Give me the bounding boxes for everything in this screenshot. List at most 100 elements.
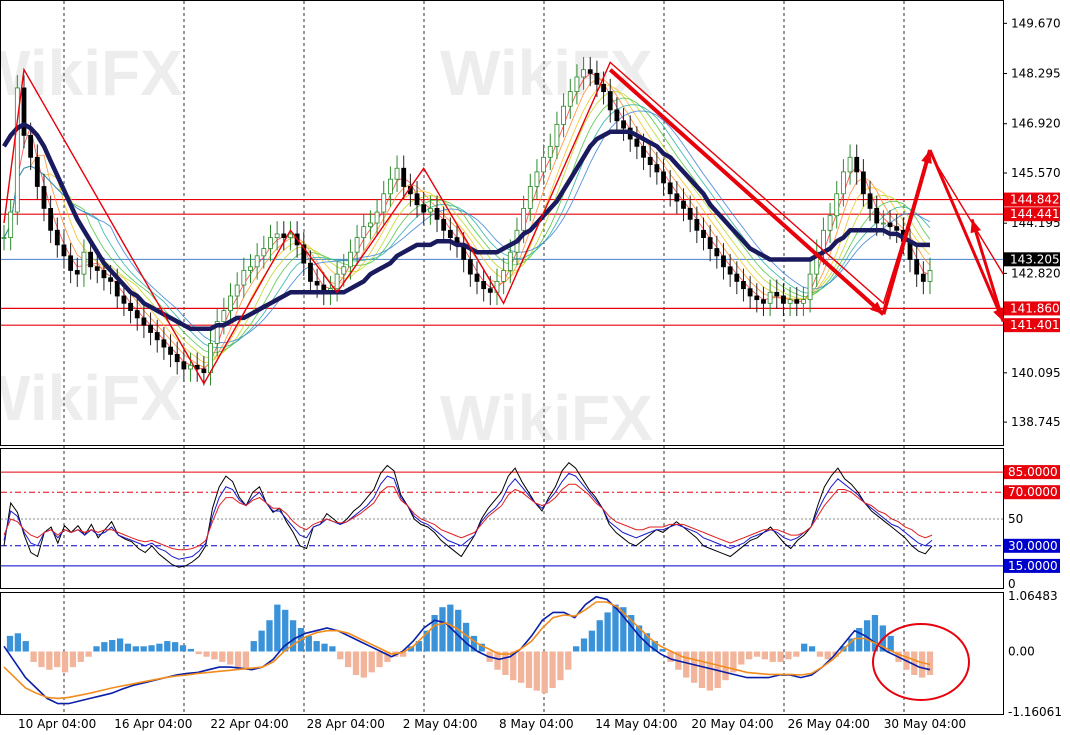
price-level-label: 144.842 [1010,193,1060,207]
macd-histogram-bar [282,609,289,652]
macd-histogram-bar [423,630,430,652]
macd-histogram-bar [439,607,446,652]
candle-body [381,193,387,213]
macd-histogram-bar [22,641,29,652]
macd-histogram-bar [93,646,100,652]
candle-body [474,273,480,282]
candle-body [174,353,180,363]
candle-body [108,277,113,282]
osc-level-badge [1004,485,1060,500]
candle-body [507,251,513,271]
osc-level-label: 70.0000 [1008,485,1058,499]
candle-body [707,237,713,249]
macd-tick-label: 1.06483 [1008,589,1058,603]
osc-level-label: 85.0000 [1008,465,1058,479]
macd-histogram-bar [683,651,690,678]
macd-histogram-bar [250,641,257,652]
candle-body [894,226,900,231]
candle-body [114,280,120,297]
macd-histogram-bar [462,622,470,652]
candle-body [547,145,553,158]
price-level-badge [1004,192,1060,207]
candle-body [168,346,173,355]
price-level-badge [1004,252,1060,267]
candle-body [121,295,127,304]
candle-body [641,145,646,158]
macd-histogram-bar [730,651,737,673]
candle-body [341,266,347,275]
macd-panel [3,595,970,705]
candle-body [281,233,287,238]
candle-body [28,134,34,158]
macd-histogram-bar [588,630,596,652]
candle-body [374,211,380,224]
osc-tick-label: 50 [1008,512,1023,526]
macd-histogram-bar [109,640,116,652]
macd-histogram-bar [659,648,666,652]
annotation-arrow [970,218,1005,322]
annotation-arrow [928,149,1005,323]
watermark-text: WikiFX [0,37,183,109]
macd-histogram-bar [793,651,800,657]
candle-body [334,273,340,290]
macd-histogram-bar [557,651,564,681]
candle-body [248,266,253,271]
candle-body [467,259,473,275]
annotation-arrowhead [970,219,981,234]
macd-histogram-bar [376,651,383,668]
osc-level-badge [1004,558,1060,573]
candle-body [361,226,367,238]
candle-body [421,204,427,213]
x-axis-label: 22 Apr 04:00 [210,717,288,731]
price-level-label: 144.441 [1010,207,1060,221]
macd-histogram-bar [321,643,328,652]
candle-body [521,207,527,231]
candle-body [541,156,547,173]
macd-histogram-bar [706,651,713,691]
moving-average-line [2,122,930,332]
macd-histogram-bar [148,645,155,652]
candle-body [807,273,813,301]
macd-series-line [3,601,931,700]
candle-body [154,332,160,341]
macd-histogram-bar [132,646,139,652]
ma-ribbon-line [3,78,931,369]
macd-tick-label: 0.00 [1008,645,1035,659]
macd-histogram-bar [30,651,37,662]
macd-panel-frame [0,592,1004,715]
candle-body [387,178,393,195]
candle-body [268,237,273,249]
macd-histogram-bar [651,641,658,652]
candle-body [181,361,187,370]
macd-histogram-bar [156,643,163,652]
macd-histogram-bar [856,628,863,652]
macd-histogram-bar [38,651,45,668]
candle-body [221,310,227,322]
candle-body [447,229,453,239]
candle-body [61,244,67,257]
candle-body [561,105,566,125]
candle-body [854,156,860,173]
macd-histogram-bar [431,615,438,652]
osc-level-badge [1004,465,1060,480]
candle-body [441,218,447,231]
macd-histogram-bar [179,645,187,652]
candle-body [574,76,580,92]
candle-body [68,255,74,271]
candle-body [761,299,766,304]
candle-body [128,302,133,311]
x-axis-label: 14 May 04:00 [595,717,677,731]
annotation-arrowhead [921,150,932,164]
annotation-arrow [608,68,885,316]
candle-body [860,171,866,195]
macd-histogram-bar [746,651,753,660]
macd-histogram-bar [203,651,210,657]
candle-body [301,244,307,264]
macd-histogram-bar [761,651,769,660]
macd-histogram-bar [801,643,808,652]
macd-histogram-bar [824,651,831,660]
candle-body [314,280,320,286]
oscillator-series-line [3,483,933,551]
macd-histogram-bar [565,651,572,670]
macd-histogram-bar [242,651,250,670]
